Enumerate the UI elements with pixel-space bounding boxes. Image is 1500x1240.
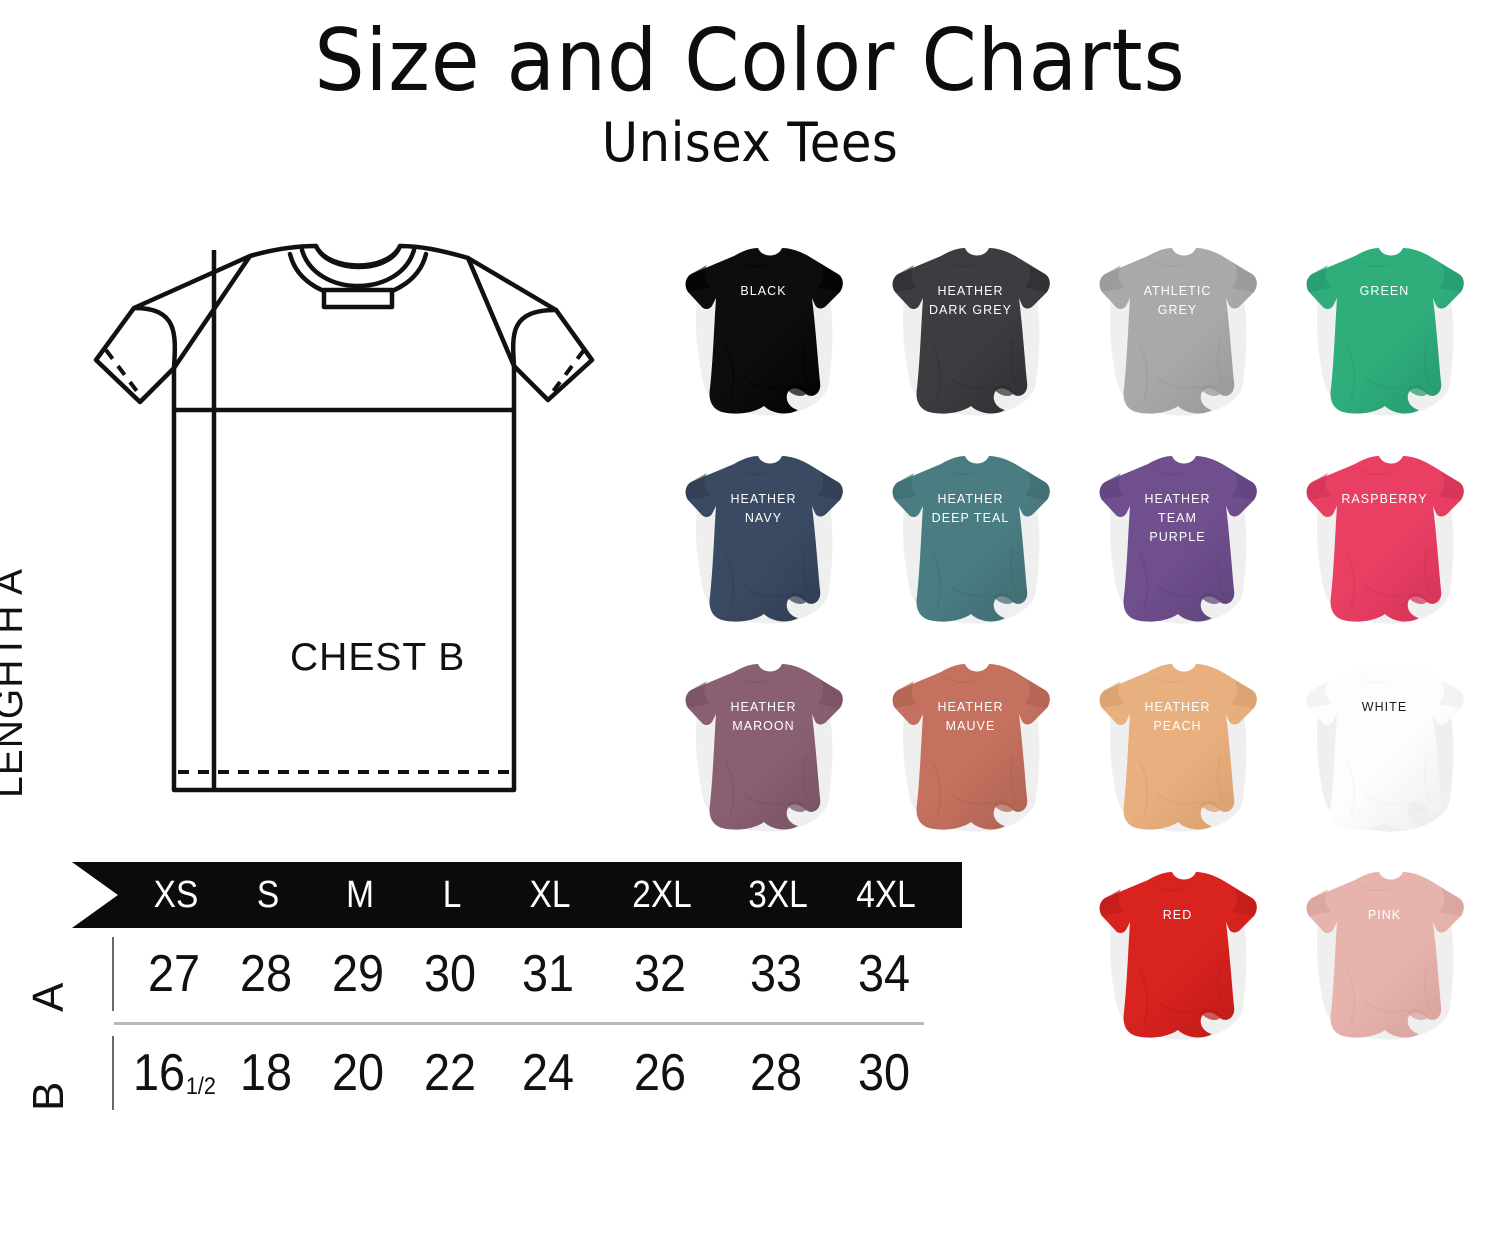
color-swatch-heather-mauve[interactable]: HEATHER MAUVE: [867, 652, 1074, 860]
tshirt-icon: [1099, 248, 1257, 416]
tshirt-icon: [1099, 872, 1257, 1040]
size-header-xs: XS: [153, 873, 199, 916]
cell-b-2xl: 26: [633, 1044, 687, 1102]
color-swatch-heather-peach[interactable]: HEATHER PEACH: [1074, 652, 1281, 860]
color-row: BLACK HEATHER DARK GREY: [660, 236, 1490, 444]
size-header-xl: XL: [529, 873, 571, 916]
page-header: Size and Color Charts Unisex Tees: [0, 18, 1500, 170]
color-swatch-green[interactable]: GREEN: [1281, 236, 1488, 444]
tshirt-icon: [1306, 248, 1464, 416]
color-row: HEATHER NAVY HEATHER DEEP TEAL: [660, 444, 1490, 652]
tshirt-icon: [892, 456, 1050, 624]
row-key-a-label: A: [24, 982, 73, 1012]
size-table: XS S M L XL 2XL 3XL 4XL A 27 28 29 30 31 32 33 34 B 16…: [24, 862, 972, 1119]
cell-b-s: 18: [239, 1044, 293, 1102]
size-header-row: XS S M L XL 2XL 3XL 4XL: [72, 862, 962, 928]
tshirt-icon: [1306, 872, 1464, 1040]
length-measure-label: LENGHTH A: [0, 568, 31, 798]
cell-a-4xl: 34: [857, 945, 911, 1003]
color-swatch-heather-navy[interactable]: HEATHER NAVY: [660, 444, 867, 652]
tshirt-icon: [1306, 664, 1464, 832]
tshirt-icon: [1306, 456, 1464, 624]
tshirt-icon: [1099, 456, 1257, 624]
color-row: RED PINK: [660, 860, 1490, 1068]
cell-a-3xl: 33: [749, 945, 803, 1003]
row-key-b: B: [24, 1027, 112, 1119]
color-swatch-grid: BLACK HEATHER DARK GREY: [660, 236, 1490, 1068]
color-swatch-white[interactable]: WHITE: [1281, 652, 1488, 860]
cell-b-3xl: 28: [749, 1044, 803, 1102]
color-swatch-heather-dark-grey[interactable]: HEATHER DARK GREY: [867, 236, 1074, 444]
size-header-3xl: 3XL: [748, 873, 808, 916]
size-header-m: M: [346, 873, 374, 916]
row-key-a: A: [24, 928, 112, 1020]
cell-b-m: 20: [331, 1044, 385, 1102]
tshirt-icon: [685, 248, 843, 416]
chest-measure-label: CHEST B: [290, 636, 466, 679]
table-row-b: B 161/2 18 20 22 24 26 28 30: [24, 1027, 972, 1119]
cell-a-s: 28: [239, 945, 293, 1003]
color-swatch-heather-team-purple[interactable]: HEATHER TEAM PURPLE: [1074, 444, 1281, 652]
size-header-4xl: 4XL: [856, 873, 916, 916]
table-row-a: A 27 28 29 30 31 32 33 34: [24, 928, 972, 1020]
color-swatch-heather-deep-teal[interactable]: HEATHER DEEP TEAL: [867, 444, 1074, 652]
tshirt-icon: [685, 456, 843, 624]
fraction-half: 1/2: [185, 1073, 216, 1100]
color-row: HEATHER MAROON HEATHER MAUVE: [660, 652, 1490, 860]
tshirt-icon: [685, 664, 843, 832]
cell-b-xs: 161/2: [132, 1044, 216, 1102]
cell-a-xs: 27: [147, 945, 201, 1003]
page-subtitle: Unisex Tees: [601, 111, 899, 174]
color-swatch-athletic-grey[interactable]: ATHLETIC GREY: [1074, 236, 1281, 444]
page-title: Size and Color Charts: [314, 11, 1186, 111]
cell-b-4xl: 30: [857, 1044, 911, 1102]
color-swatch-black[interactable]: BLACK: [660, 236, 867, 444]
row-b-divider: [112, 1036, 114, 1110]
cell-a-2xl: 32: [633, 945, 687, 1003]
size-header-2xl: 2XL: [632, 873, 692, 916]
row-a-divider: [112, 937, 114, 1011]
table-divider: [114, 1022, 924, 1025]
size-header-l: L: [442, 873, 462, 916]
tshirt-icon: [892, 664, 1050, 832]
cell-a-l: 30: [423, 945, 477, 1003]
size-table-banner: XS S M L XL 2XL 3XL 4XL: [72, 862, 962, 928]
tee-measurement-diagram: CHEST B LENGHTH A: [0, 238, 688, 828]
tee-outline-icon: [93, 243, 595, 793]
cell-b-xl: 24: [521, 1044, 575, 1102]
color-swatch-pink[interactable]: PINK: [1281, 860, 1488, 1068]
cell-a-xl: 31: [521, 945, 575, 1003]
cell-b-l: 22: [423, 1044, 477, 1102]
tshirt-icon: [892, 248, 1050, 416]
cell-a-m: 29: [331, 945, 385, 1003]
tshirt-icon: [1099, 664, 1257, 832]
size-header-s: S: [256, 873, 280, 916]
color-swatch-red[interactable]: RED: [1074, 860, 1281, 1068]
row-key-b-label: B: [24, 1081, 73, 1111]
color-swatch-raspberry[interactable]: RASPBERRY: [1281, 444, 1488, 652]
color-swatch-heather-maroon[interactable]: HEATHER MAROON: [660, 652, 867, 860]
